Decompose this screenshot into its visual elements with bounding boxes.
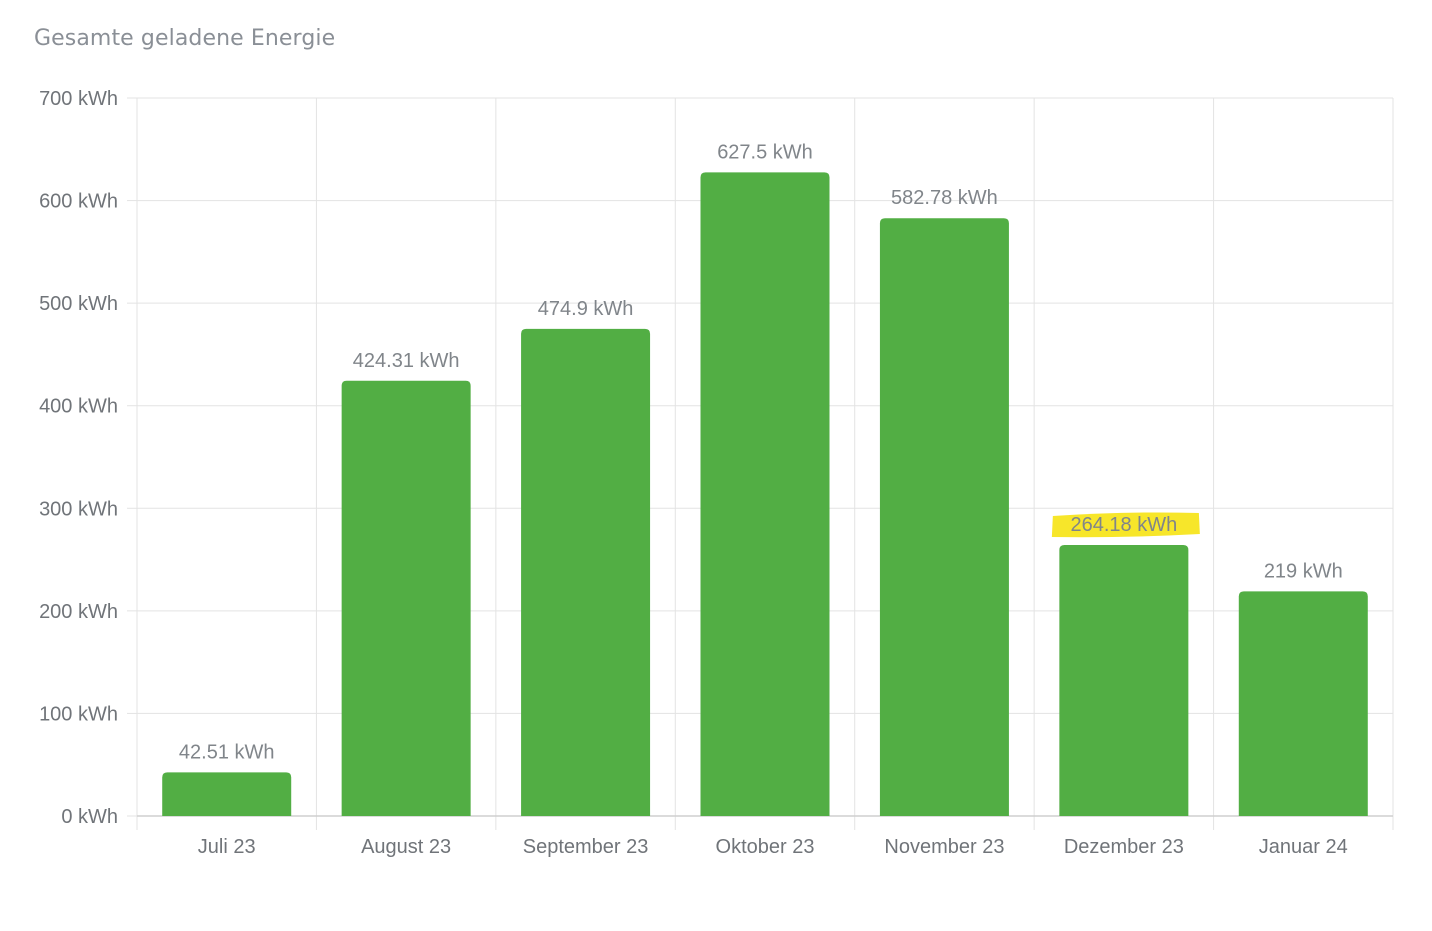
bar-value-label: 582.78 kWh — [891, 187, 998, 209]
bar[interactable] — [521, 328, 651, 816]
x-tick-label: Dezember 23 — [1064, 836, 1184, 858]
y-tick-label: 0 kWh — [61, 806, 118, 828]
bar[interactable] — [162, 772, 292, 816]
x-axis-ticks: Juli 23 August 23 September 23 Oktober 23 No… — [198, 836, 1348, 858]
bar[interactable] — [1238, 591, 1368, 816]
x-tick-label: Januar 24 — [1259, 836, 1348, 858]
bars — [162, 172, 1368, 817]
bar-value-label: 264.18 kWh — [1070, 514, 1177, 536]
y-tick-label: 100 kWh — [39, 703, 118, 725]
bar[interactable] — [700, 172, 830, 817]
bar-value-label: 42.51 kWh — [179, 741, 275, 763]
chart-title: Gesamte geladene Energie — [34, 26, 336, 51]
bar[interactable] — [879, 218, 1009, 816]
y-tick-label: 300 kWh — [39, 498, 118, 520]
x-tick-label: Oktober 23 — [716, 836, 815, 858]
x-tick-label: Juli 23 — [198, 836, 256, 858]
y-tick-label: 200 kWh — [39, 601, 118, 623]
bar-value-labels: 42.51 kWh 424.31 kWh 474.9 kWh 627.5 kWh 582… — [179, 141, 1343, 763]
highlight-marks — [1051, 512, 1200, 538]
y-tick-label: 700 kWh — [39, 88, 118, 110]
x-tick-label: September 23 — [523, 836, 649, 858]
bar[interactable] — [1059, 545, 1189, 816]
y-tick-label: 500 kWh — [39, 293, 118, 315]
y-tick-label: 400 kWh — [39, 396, 118, 418]
x-tick-label: August 23 — [361, 836, 451, 858]
x-tick-label: November 23 — [884, 836, 1004, 858]
label-highlight — [1051, 512, 1200, 538]
bar-value-label: 424.31 kWh — [353, 350, 460, 372]
y-tick-label: 600 kWh — [39, 191, 118, 213]
bar-value-label: 474.9 kWh — [538, 298, 634, 320]
bar[interactable] — [341, 380, 471, 816]
bar-value-label: 219 kWh — [1264, 560, 1343, 582]
y-axis-ticks: 0 kWh 100 kWh 200 kWh 300 kWh 400 kWh 500 kWh… — [39, 88, 118, 828]
bar-value-label: 627.5 kWh — [717, 141, 813, 163]
